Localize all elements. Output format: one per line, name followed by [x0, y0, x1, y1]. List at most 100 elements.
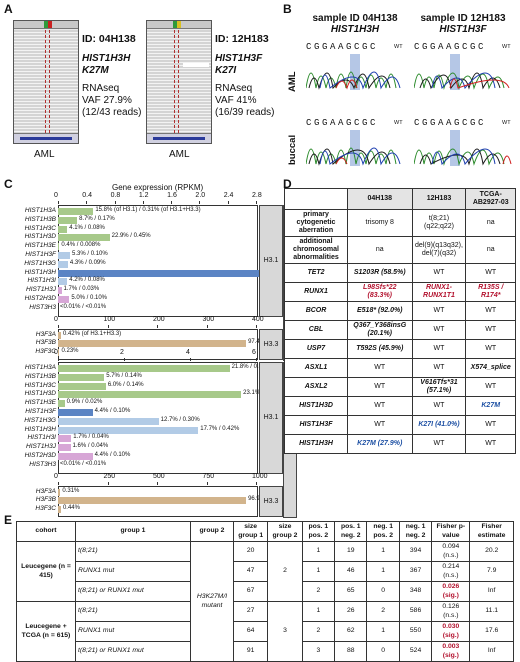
top-tick-mark [86, 201, 88, 204]
neg-pos-cell: 1 [366, 621, 400, 642]
bar-value-label: 5.7% / 0.14% [106, 372, 142, 379]
table-cell: RUNX1-RUNX1T1 [411, 282, 467, 302]
size-group1-cell: 64 [232, 621, 269, 642]
bar-value-label: 12.7% / 0.30% [160, 416, 200, 423]
neg-neg-cell: 524 [398, 641, 433, 662]
table-cell: WT [465, 320, 516, 340]
bar-value-label: 6.0% / 0.14% [107, 381, 144, 388]
panel-label-c: C [4, 177, 13, 191]
gene-label: HIST1H3J [26, 443, 56, 451]
group1-cell: t(8;21) or RUNX1 mut [75, 581, 191, 602]
mid-tick: 0 [54, 315, 58, 323]
row-label-aml: AML [287, 71, 298, 92]
header-cell: pos. 1 pos. 2 [301, 521, 336, 542]
top-tick: 1.2 [138, 192, 149, 199]
row-header: ASXL2 [284, 377, 348, 397]
bar-value-label: <0.01% / <0.01% [60, 303, 107, 310]
mutation: K27M [82, 65, 109, 76]
top-tick-mark [256, 201, 257, 204]
fisher-p-cell: 0.030 (sig.) [431, 621, 471, 642]
bar-value-label: 4.2% / 0.08% [69, 277, 105, 284]
fisher-p-cell: 0.126 (n.s.) [431, 601, 471, 622]
header-cell: group 1 [75, 521, 191, 542]
sequence: CGGAAGCGC [414, 118, 487, 128]
top-tick: 2.8 [252, 192, 262, 199]
header-cell: pos. 1 neg. 2 [334, 521, 368, 542]
sample-title: sample ID 04H138 [312, 13, 398, 24]
table-cell: na [465, 209, 516, 237]
gene-label: HIST1H3A [24, 364, 56, 371]
gene-label: HIST1H3I [27, 434, 56, 442]
lower-top-tick-mark [190, 358, 191, 361]
gene-label: HIST3H3 [29, 303, 56, 311]
size-group1-cell: 27 [232, 601, 269, 622]
size-group2-cell: 2 [267, 541, 303, 602]
gene-label: HIST1H3A [24, 207, 56, 214]
row-header: HIST1H3H [284, 434, 348, 454]
fisher-estimate-cell: 11.1 [469, 601, 514, 622]
gene-label: HIST1H3C [24, 381, 56, 389]
group1-cell: t(8;21) [75, 601, 191, 622]
trace-peaks [414, 130, 512, 166]
table-cell: na [347, 236, 413, 264]
expression-bar [58, 453, 93, 460]
header-cell: Fisher p-value [431, 521, 471, 542]
pos-pos-cell: 1 [301, 541, 336, 562]
igv-track-12H183 [146, 20, 212, 144]
bar-value-label: 0.23% [61, 347, 79, 354]
neg-pos-cell: 0 [366, 641, 400, 662]
pos-pos-cell: 1 [301, 601, 336, 622]
row-header: USP7 [284, 339, 348, 359]
aml-label: AML [169, 149, 190, 160]
top-tick-mark [227, 201, 229, 204]
row-header: TET2 [284, 263, 348, 283]
gene-label: H3F3C [35, 504, 56, 512]
row-header: BCOR [284, 301, 348, 321]
table-cell: E518* (92.0%) [347, 301, 413, 321]
header-cell: 12H183 [411, 188, 467, 210]
expression-bar [58, 331, 61, 339]
neg-pos-cell: 1 [366, 561, 400, 582]
group1-cell: RUNX1 mut [75, 621, 191, 642]
table-row: RUNX1 L98Sfs*22 (83.3%) RUNX1-RUNX1T1 R135S… [284, 282, 516, 302]
table-cell: trisomy 8 [347, 209, 413, 237]
gene-label: HIST1H3B [24, 372, 56, 380]
lower-tick: 500 [153, 472, 165, 480]
fisher-estimate-cell: Inf [469, 581, 514, 602]
lower-tick-mark [107, 481, 109, 485]
header-cell: size group 2 [267, 521, 303, 542]
table-cell: WT [347, 396, 413, 416]
bar-value-label: <0.01% / <0.01% [60, 460, 107, 467]
panel-b-title-1: sample ID 04H138 HIST1H3H [300, 13, 410, 35]
igv-track-04H138 [13, 20, 79, 144]
bar-value-label: 17.7% / 0.42% [200, 425, 240, 432]
bar-value-label: 1.7% / 0.03% [63, 286, 100, 293]
bar-value-label: 5.3% / 0.10% [72, 251, 108, 257]
gene-label: H3F3C [35, 347, 56, 355]
row-header: primary cytogenetic aberration [284, 209, 348, 237]
trace-peaks [306, 54, 401, 90]
lower-tick: 1000 [252, 472, 268, 480]
expression-bar [58, 391, 242, 399]
fisher-test-table: cohort group 1 group 2 size group 1 size gro… [16, 521, 514, 662]
h31-tag: H3.1 [259, 205, 283, 317]
group2-cell: H3K27M/I mutant [190, 541, 234, 662]
panel-a-sample-1-text: ID: 04H138 HIST1H3H K27M RNAseq VAF 27.9… [82, 33, 141, 119]
wt-label: WT [502, 120, 511, 126]
top-tick: 0.4 [82, 192, 93, 199]
panel-a-sample-2-text: ID: 12H183 HIST1H3F K27I RNAseq VAF 41% … [215, 33, 274, 119]
bar-value-label: 0.4% / 0.008% [61, 242, 101, 249]
gene-label: HIST1H3J [26, 286, 56, 294]
table-cell: L98Sfs*22 (83.3%) [347, 282, 413, 302]
bar-value-label: 4.3% / 0.09% [69, 259, 106, 266]
header-cell: cohort [16, 521, 76, 542]
wt-label: WT [394, 44, 403, 50]
table-cell: WT [411, 396, 467, 416]
trace-peaks [306, 130, 401, 166]
fisher-estimate-cell: 7.9 [469, 561, 514, 582]
table-cell: S1203R (58.5%) [347, 263, 413, 283]
bar-value-label: 22.9% / 0.45% [111, 233, 151, 240]
gene-label: HIST1H3I [27, 277, 56, 285]
lower-top-tick-mark [256, 358, 257, 361]
